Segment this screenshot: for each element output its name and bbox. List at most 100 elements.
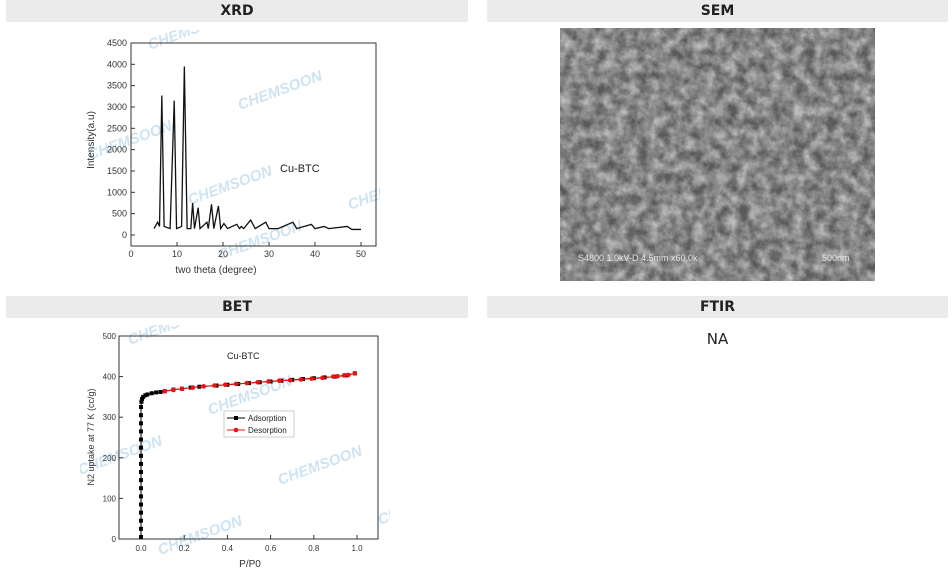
desorption-point <box>162 388 168 394</box>
y-tick-label: 2000 <box>107 145 127 155</box>
watermark: CHEMSOON <box>236 67 326 114</box>
desorption-point <box>244 380 250 386</box>
adsorption-point <box>139 453 143 458</box>
ftir-value: NA <box>706 330 729 348</box>
x-tick-label: 0.4 <box>222 544 234 553</box>
legend-label: Desorption <box>248 426 287 435</box>
y-tick-label: 1500 <box>107 166 127 176</box>
x-tick-label: 0 <box>128 249 133 259</box>
x-tick-label: 20 <box>218 249 228 259</box>
y-tick-label: 4500 <box>107 38 127 48</box>
sem-texture <box>560 28 875 281</box>
sem-scale-bar: 500nm <box>822 253 850 263</box>
y-tick-label: 500 <box>112 209 127 219</box>
plot-frame <box>118 335 379 540</box>
desorption-point <box>276 378 282 383</box>
adsorption-point <box>139 494 143 499</box>
adsorption-point <box>141 394 146 399</box>
ftir-header: FTIR <box>487 296 948 318</box>
y-tick-label: 300 <box>103 413 117 422</box>
desorption-point <box>171 387 176 393</box>
y-tick-label: 2500 <box>107 123 127 133</box>
legend-box <box>223 410 295 438</box>
adsorption-point <box>158 390 163 395</box>
sem-image: S4800 1.0kV-D 4.5mm x60.0k 500nm <box>560 28 875 281</box>
y-axis-label: Intensity(a.u) <box>86 111 97 169</box>
y-tick-label: 0 <box>112 535 117 544</box>
desorption-point <box>320 375 325 381</box>
y-tick-label: 3000 <box>107 102 127 112</box>
xrd-header: XRD <box>6 0 468 22</box>
bet-header: BET <box>6 296 468 318</box>
x-tick-label: 0.2 <box>179 544 191 553</box>
watermark: CHEMSOON <box>276 442 366 489</box>
y-tick-label: 3500 <box>107 81 127 91</box>
adsorption-point <box>139 437 143 442</box>
adsorption-point <box>154 390 159 395</box>
chart-annotation: Cu-BTC <box>227 351 260 361</box>
desorption-point <box>212 383 217 388</box>
watermark: CHEMSOON <box>216 217 306 264</box>
desorption-point <box>190 385 196 390</box>
adsorption-point <box>139 510 143 515</box>
adsorption-point <box>139 413 143 418</box>
x-axis-label: two theta (degree) <box>175 265 256 276</box>
y-tick-label: 100 <box>103 494 117 503</box>
watermark: CHEMSOON <box>186 162 276 209</box>
xrd-line <box>153 66 361 231</box>
adsorption-point <box>139 405 143 410</box>
x-tick-label: 0.0 <box>135 544 147 553</box>
x-tick-label: 40 <box>310 249 320 259</box>
adsorption-point <box>139 429 143 434</box>
watermark: CHEMSOON <box>146 30 236 54</box>
x-tick-label: 10 <box>172 249 182 259</box>
adsorption-point <box>139 526 143 531</box>
desorption-point <box>298 377 304 382</box>
desorption-point <box>346 372 351 378</box>
adsorption-point <box>149 391 154 396</box>
adsorption-point <box>139 445 143 450</box>
x-axis-label: P/P0 <box>239 559 261 570</box>
y-tick-label: 1000 <box>107 187 127 197</box>
desorption-point <box>352 371 358 376</box>
adsorption-point <box>139 461 143 466</box>
desorption-point <box>255 379 260 385</box>
adsorption-point <box>145 392 150 397</box>
legend-marker <box>234 416 238 420</box>
watermark: CHEMSOON <box>346 167 380 214</box>
y-tick-label: 400 <box>103 373 117 382</box>
desorption-point <box>309 376 314 381</box>
y-axis-label: N2 uptake at 77 K (cc/g) <box>86 388 96 485</box>
adsorption-point <box>139 421 143 426</box>
desorption-point <box>335 373 340 379</box>
y-tick-label: 500 <box>103 332 117 341</box>
legend-label: Adsorption <box>248 414 286 423</box>
chart-annotation: Cu-BTC <box>280 163 320 175</box>
x-tick-label: 1.0 <box>351 544 363 553</box>
plot-frame <box>130 42 377 247</box>
adsorption-point <box>139 534 143 539</box>
desorption-point <box>233 381 239 387</box>
adsorption-point <box>143 393 148 398</box>
watermark: CHEMSOON <box>126 325 216 349</box>
desorption-point <box>287 377 293 383</box>
desorption-point <box>330 374 336 379</box>
desorption-point <box>201 384 206 389</box>
desorption-point <box>222 382 228 388</box>
x-tick-label: 0.6 <box>265 544 277 553</box>
sem-caption: S4800 1.0kV-D 4.5mm x60.0k <box>578 253 698 263</box>
desorption-point <box>341 373 347 378</box>
adsorption-point <box>139 486 143 491</box>
adsorption-point <box>140 396 145 401</box>
desorption-point <box>266 379 271 384</box>
desorption-point <box>179 386 185 392</box>
adsorption-point <box>139 399 144 404</box>
x-tick-label: 30 <box>264 249 274 259</box>
sem-header: SEM <box>487 0 948 22</box>
adsorption-point <box>139 478 143 483</box>
x-tick-label: 50 <box>356 249 366 259</box>
adsorption-point <box>139 518 143 523</box>
adsorption-point <box>139 470 143 475</box>
y-tick-label: 200 <box>103 454 117 463</box>
